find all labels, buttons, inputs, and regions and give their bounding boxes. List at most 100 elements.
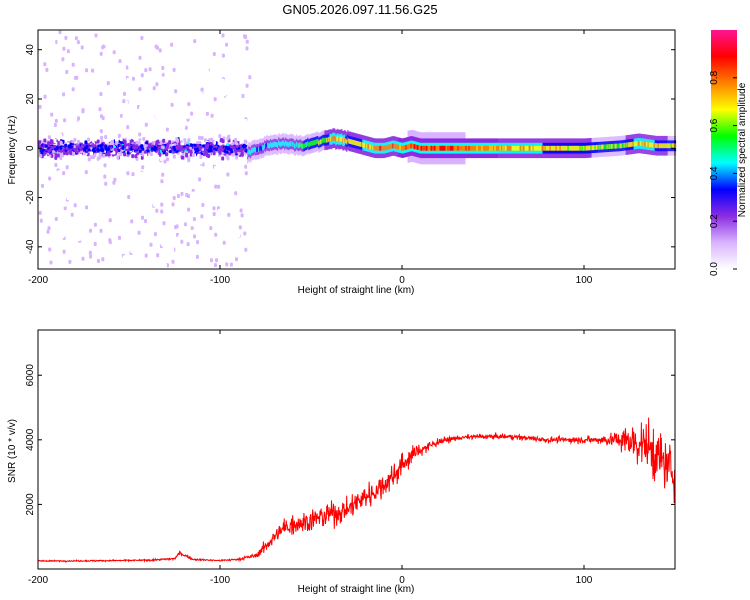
heatmap-cell [212,212,216,216]
heatmap-cell [96,139,100,144]
heatmap-cell [230,97,234,102]
heatmap-cell [177,35,181,40]
heatmap-cell [609,144,612,149]
heatmap-cell [187,207,191,212]
heatmap-cell [594,145,596,150]
heatmap-cell [221,214,225,219]
x-tick-label: 0 [399,275,405,286]
heatmap-cell [602,144,605,150]
heatmap-cell [240,148,244,152]
heatmap-cell [107,69,111,74]
heatmap-cell [169,162,173,167]
heatmap-cell [580,145,582,151]
heatmap-cell [562,145,564,151]
heatmap-cell [391,143,393,149]
heatmap-cell [260,145,262,151]
heatmap-cell [68,259,72,264]
heatmap-cell [153,125,157,129]
heatmap-cell [152,247,155,251]
heatmap-cell [207,154,211,158]
heatmap-cell [268,143,270,149]
heatmap-cell [198,96,202,101]
heatmap-cell [216,76,220,81]
heatmap-cell [590,145,592,151]
heatmap-cell [139,106,142,110]
heatmap-cell [286,141,288,147]
heatmap-cell [110,166,114,171]
heatmap-cell [227,212,231,217]
heatmap-cell [80,215,84,220]
heatmap-cell [105,120,109,125]
heatmap-cell [550,145,552,151]
heatmap-cell [601,144,604,150]
heatmap-cell [586,145,588,151]
heatmap-cell [196,186,200,191]
heatmap-cell [356,140,358,146]
heatmap-cell [161,130,165,135]
heatmap-cell [319,139,321,145]
heatmap-cell [226,136,230,141]
heatmap-cell [81,144,85,148]
heatmap-cell [148,67,152,72]
heatmap-cell [160,126,164,131]
heatmap-cell [53,144,57,148]
heatmap-cell [547,145,549,151]
heatmap-cell [633,141,636,147]
heatmap-cell [46,229,50,234]
heatmap-cell [218,98,222,103]
heatmap-cell [141,30,145,34]
heatmap-cell [54,163,58,167]
heatmap-cell [126,214,130,219]
heatmap-cell [100,147,104,151]
heatmap-cell [655,143,658,149]
heatmap-cell [241,108,245,113]
heatmap-cell [266,142,268,148]
heatmap-cell [176,194,180,198]
heatmap-cell [249,149,251,155]
heatmap-cell [96,147,100,151]
heatmap-cell [193,143,197,147]
heatmap-cell [235,250,239,255]
heatmap-cell [105,261,109,265]
heatmap-cell [52,42,56,47]
heatmap-cell [237,233,241,238]
heatmap-cell [56,135,60,140]
heatmap-cell [336,136,338,142]
heatmap-cell [214,184,218,189]
heatmap-cell [155,164,159,169]
heatmap-cell [293,142,295,148]
spectrogram-panel: -200 -100 0 100 40 20 0 -20 -40 Height of straig… [7,29,677,296]
heatmap-cell [49,188,53,193]
heatmap-cell [488,145,490,151]
heatmap-cell [123,91,126,96]
heatmap-cell [104,210,108,215]
heatmap-cell [161,66,165,70]
heatmap-cell [329,137,331,142]
heatmap-cell [557,145,559,151]
heatmap-cell [441,145,443,151]
heatmap-cell [88,101,92,106]
heatmap-cell [648,142,651,148]
heatmap-cell [243,130,247,134]
heatmap-cell [81,108,85,113]
heatmap-cell [133,264,137,269]
heatmap-cell [105,218,109,223]
heatmap-cell [156,253,160,258]
heatmap-cell [182,82,186,87]
heatmap-cell [256,147,258,153]
heatmap-cell [465,145,467,151]
heatmap-cell [38,144,42,148]
heatmap-cell [219,124,223,128]
heatmap-cell [87,148,91,152]
heatmap-cell [200,214,204,219]
heatmap-cell [153,148,157,152]
heatmap-cell [468,145,470,151]
heatmap-cell [249,123,253,128]
heatmap-cell [199,160,203,165]
heatmap-cell [166,157,169,162]
heatmap-cell [83,101,87,106]
heatmap-cell [110,139,114,144]
heatmap-cell [222,240,226,245]
heatmap-cell [104,181,108,186]
heatmap-cell [568,145,570,151]
